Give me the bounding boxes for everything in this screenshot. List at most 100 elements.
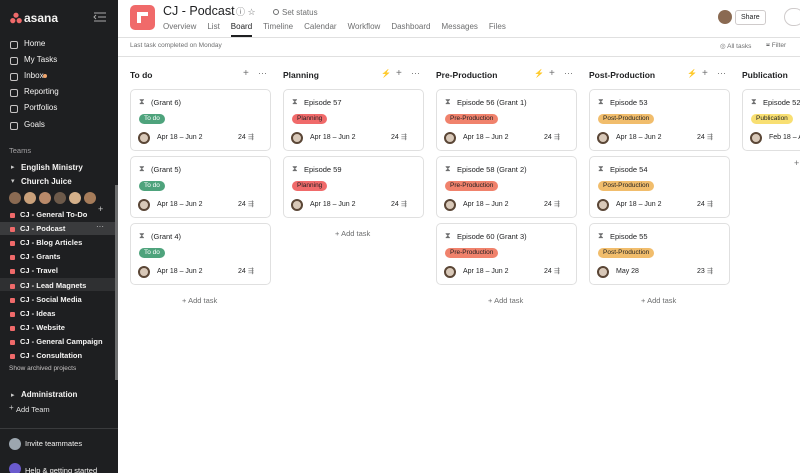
subtask-count: 24 bbox=[544, 134, 552, 141]
column-name: Planning bbox=[283, 70, 319, 80]
tab[interactable]: Dashboard bbox=[391, 22, 431, 31]
project-item[interactable]: CJ - Consultation bbox=[20, 351, 83, 360]
add-task[interactable]: + bbox=[794, 158, 800, 168]
project-color bbox=[10, 269, 15, 275]
assignee-avatar bbox=[138, 132, 150, 144]
invite-icon bbox=[9, 438, 21, 450]
add-task-text[interactable]: Add task bbox=[647, 296, 677, 305]
task-card[interactable]: ⧗ Episode 60 (Grant 3) Pre-Production Apr 1… bbox=[436, 223, 577, 285]
task-title[interactable]: Episode 60 (Grant 3) bbox=[457, 232, 527, 241]
show-archived[interactable]: Show archived projects bbox=[9, 365, 77, 372]
nav-icon bbox=[10, 105, 18, 113]
task-title[interactable]: (Grant 6) bbox=[151, 98, 182, 107]
share-text[interactable]: Share bbox=[741, 14, 760, 21]
set-status-text[interactable]: Set status bbox=[282, 8, 318, 17]
nav-icon bbox=[10, 89, 18, 97]
task-title[interactable]: Episode 57 bbox=[304, 98, 342, 107]
due-dates: Apr 18 – Jun 2 bbox=[616, 201, 662, 208]
team-name[interactable]: English Ministry bbox=[21, 163, 83, 172]
add-task[interactable]: + Add task bbox=[182, 296, 218, 305]
task-card[interactable]: ⧗ (Grant 5) To do Apr 18 – Jun 2 24 ⇶ bbox=[130, 156, 271, 218]
tab[interactable]: Board bbox=[230, 22, 253, 31]
project-item[interactable]: CJ - Social Media bbox=[20, 294, 82, 304]
project-item[interactable]: CJ - General Campaign bbox=[20, 336, 103, 346]
tag: Planning bbox=[292, 181, 328, 191]
team-name[interactable]: Church Juice bbox=[21, 177, 72, 186]
add-card[interactable]: + bbox=[549, 68, 555, 79]
add-card[interactable]: + bbox=[702, 68, 708, 79]
task-card[interactable]: ⧗ Episode 56 (Grant 1) Pre-Production Apr 1… bbox=[436, 89, 577, 151]
tab[interactable]: Files bbox=[488, 22, 506, 31]
search[interactable] bbox=[784, 8, 800, 26]
task-title[interactable]: (Grant 4) bbox=[151, 232, 182, 241]
tab[interactable]: Timeline bbox=[263, 22, 294, 31]
task-card[interactable]: ⧗ Episode 55 Post-Production May 28 23 ⇶ bbox=[589, 223, 730, 285]
task-title[interactable]: Episode 55 bbox=[610, 232, 648, 241]
project-item[interactable]: CJ - Travel bbox=[20, 266, 58, 276]
task-card[interactable]: ⧗ (Grant 4) To do Apr 18 – Jun 2 24 ⇶ bbox=[130, 223, 271, 285]
project-item[interactable]: CJ - General To-Do bbox=[20, 210, 88, 219]
column-menu[interactable]: ··· bbox=[717, 68, 726, 78]
project-item[interactable]: CJ - Grants bbox=[20, 252, 61, 262]
task-card[interactable]: ⧗ Episode 57 Planning Apr 18 – Jun 2 24 ⇶ bbox=[283, 89, 424, 151]
tab[interactable]: Messages bbox=[441, 22, 478, 31]
administration[interactable]: Administration bbox=[21, 390, 78, 399]
task-title[interactable]: Episode 58 (Grant 2) bbox=[457, 165, 527, 174]
nav-item[interactable]: Inbox bbox=[24, 71, 44, 80]
tab[interactable]: List bbox=[207, 22, 220, 31]
icons[interactable]: ⌄ ⓘ ☆ bbox=[226, 7, 256, 17]
task-title[interactable]: Episode 56 (Grant 1) bbox=[457, 98, 527, 107]
tab[interactable]: Calendar bbox=[304, 22, 337, 31]
nav-item[interactable]: My Tasks bbox=[24, 55, 58, 64]
task-title[interactable]: Episode 54 bbox=[610, 165, 648, 174]
add-card[interactable]: + bbox=[243, 68, 249, 79]
help[interactable]: Help & getting started bbox=[25, 466, 98, 473]
project-color bbox=[10, 311, 15, 317]
column-menu[interactable]: ··· bbox=[258, 68, 267, 78]
tab[interactable]: Workflow bbox=[347, 22, 381, 31]
project-item[interactable]: CJ - Podcast bbox=[20, 224, 66, 234]
project-color bbox=[10, 213, 15, 218]
task-title[interactable]: Episode 52 bbox=[763, 98, 800, 107]
task-title[interactable]: (Grant 5) bbox=[151, 165, 182, 174]
nav-item[interactable]: Home bbox=[24, 39, 46, 48]
add-task[interactable]: + Add task bbox=[641, 296, 677, 305]
add-team[interactable]: Add Team bbox=[16, 405, 50, 414]
task-card[interactable]: ⧗ Episode 54 Post-Production Apr 18 – Jun 2… bbox=[589, 156, 730, 218]
add-task-text[interactable]: Add task bbox=[188, 296, 218, 305]
add-task-text[interactable]: Add task bbox=[494, 296, 524, 305]
filter-text[interactable]: Filter bbox=[771, 42, 787, 49]
task-title[interactable]: Episode 59 bbox=[304, 165, 342, 174]
nav-item[interactable]: Reporting bbox=[24, 87, 59, 96]
task-card[interactable]: ⧗ Episode 59 Planning Apr 18 – Jun 2 24 ⇶ bbox=[283, 156, 424, 218]
collapse-icon[interactable] bbox=[93, 12, 107, 22]
filter[interactable]: ⩸ Filter bbox=[766, 42, 787, 49]
task-card[interactable]: ⧗ (Grant 6) To do Apr 18 – Jun 2 24 ⇶ bbox=[130, 89, 271, 151]
task-card[interactable]: ⧗ Episode 52 Publication Feb 18 – A bbox=[742, 89, 800, 151]
all-tasks[interactable]: ◎ All tasks bbox=[720, 43, 752, 50]
tab[interactable]: Overview bbox=[163, 22, 197, 31]
add-card[interactable]: + bbox=[396, 68, 402, 79]
project-item[interactable]: CJ - Ideas bbox=[20, 308, 56, 318]
task-card[interactable]: ⧗ Episode 58 (Grant 2) Pre-Production Apr 1… bbox=[436, 156, 577, 218]
column-menu[interactable]: ··· bbox=[411, 68, 420, 78]
all-tasks-text[interactable]: All tasks bbox=[727, 43, 752, 50]
rule-icon: ⚡ bbox=[381, 69, 391, 78]
set-status[interactable]: Set status bbox=[273, 8, 318, 17]
add-task[interactable]: + Add task bbox=[488, 296, 524, 305]
task-card[interactable]: ⧗ Episode 53 Post-Production Apr 18 – Jun 2… bbox=[589, 89, 730, 151]
add-task-text[interactable]: Add task bbox=[341, 229, 371, 238]
nav-item[interactable]: Goals bbox=[24, 120, 45, 129]
nav-icon bbox=[10, 41, 18, 49]
column-menu[interactable]: ··· bbox=[564, 68, 573, 78]
nav-item[interactable]: Portfolios bbox=[24, 103, 58, 112]
share-button[interactable]: Share bbox=[735, 10, 766, 25]
project-item[interactable]: CJ - Lead Magnets bbox=[20, 280, 87, 290]
invite[interactable]: Invite teammates bbox=[25, 439, 83, 448]
project-item[interactable]: CJ - Blog Articles bbox=[20, 238, 83, 248]
subtask-count: 24 bbox=[544, 268, 552, 275]
sidebar: asana Home My Tasks Inbox Reporting Portfoli… bbox=[0, 0, 118, 473]
add-task[interactable]: + Add task bbox=[335, 229, 371, 238]
task-title[interactable]: Episode 53 bbox=[610, 98, 648, 107]
project-item[interactable]: CJ - Website bbox=[20, 322, 65, 332]
